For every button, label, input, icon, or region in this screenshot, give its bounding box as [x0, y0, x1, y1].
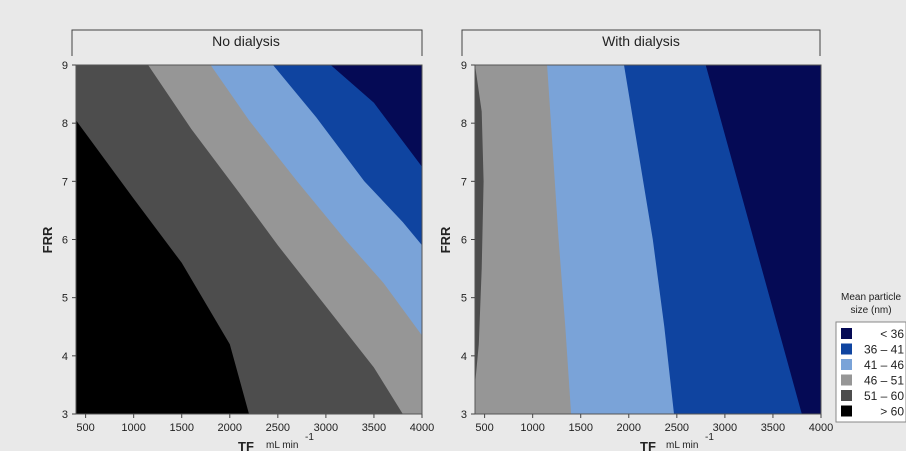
- y-tick-label: 8: [62, 118, 68, 130]
- y-tick-label: 4: [461, 351, 467, 363]
- x-tick-label: 1500: [568, 422, 592, 434]
- y-tick-label: 7: [62, 176, 68, 188]
- x-axis-label: TF: [238, 439, 254, 451]
- x-tick-label: 3500: [362, 422, 386, 434]
- y-tick-label: 4: [62, 351, 68, 363]
- legend-title-line: size (nm): [850, 305, 891, 316]
- contour-regions: [76, 65, 422, 414]
- contour-plot-area: [75, 64, 423, 415]
- x-tick-label: 2500: [665, 422, 689, 434]
- legend-swatch: [841, 390, 852, 401]
- y-tick-label: 7: [461, 176, 467, 188]
- x-tick-label: 3000: [314, 422, 338, 434]
- x-axis-unit-exponent: -1: [705, 432, 714, 443]
- y-tick-label: 9: [461, 60, 467, 72]
- y-tick-label: 9: [62, 60, 68, 72]
- x-tick-label: 2000: [218, 422, 242, 434]
- legend-label: 41 – 46: [864, 358, 904, 372]
- x-axis-unit: mL min: [266, 440, 298, 451]
- x-tick-label: 2500: [266, 422, 290, 434]
- y-axis-label: FRR: [40, 226, 55, 253]
- x-tick-label: 3500: [761, 422, 785, 434]
- contour-region: [705, 65, 821, 414]
- contour-regions: [475, 65, 821, 414]
- legend-label: 51 – 60: [864, 389, 904, 403]
- legend-swatch: [841, 374, 852, 386]
- x-tick-label: 3000: [713, 422, 737, 434]
- legend-swatch: [841, 343, 852, 355]
- legend-swatch: [841, 328, 852, 339]
- y-tick-label: 5: [62, 293, 68, 305]
- contour-region: [273, 65, 422, 414]
- y-axis-label: FRR: [438, 226, 453, 253]
- x-axis-ticks: 500 1000 1500 2000 2500 3000 3500 4000: [76, 414, 434, 434]
- contour-plot-area: [474, 64, 822, 415]
- contour-region: [330, 65, 422, 414]
- x-tick-label: 1000: [121, 422, 145, 434]
- panel-with-dialysis: With dialysis 500 1000 1500 2000 2500 3000 350…: [438, 29, 833, 454]
- x-axis-ticks: 500 1000 1500 2000 2500 3000 3500 4000: [475, 414, 833, 434]
- y-tick-label: 5: [461, 293, 467, 305]
- y-axis-ticks: 3 4 5 6 7 8 9: [62, 60, 76, 421]
- legend-label: 46 – 51: [864, 374, 904, 388]
- x-tick-label: 4000: [809, 422, 833, 434]
- x-tick-label: 500: [76, 422, 94, 434]
- panel-title: No dialysis: [212, 33, 280, 49]
- y-tick-label: 3: [461, 409, 467, 421]
- legend-swatch: [841, 359, 852, 370]
- x-tick-label: 500: [475, 422, 493, 434]
- panel-title: With dialysis: [602, 33, 680, 49]
- x-tick-label: 1500: [169, 422, 193, 434]
- x-axis-unit: mL min: [666, 440, 698, 451]
- legend-label: > 60: [880, 405, 904, 419]
- x-tick-label: 2000: [617, 422, 641, 434]
- panel-no-dialysis: No dialysis 500 1000 1500 2000 2500 3000 3500 4…: [40, 29, 434, 454]
- legend-swatch: [841, 405, 852, 417]
- legend-label: < 36: [880, 327, 904, 341]
- panel-title-bracket: [71, 29, 423, 56]
- legend-label: 36 – 41: [864, 343, 904, 357]
- x-axis-unit-exponent: -1: [305, 432, 314, 443]
- x-tick-label: 4000: [410, 422, 434, 434]
- y-tick-label: 6: [461, 235, 467, 247]
- y-tick-label: 8: [461, 118, 467, 130]
- panel-title-bracket: [461, 29, 821, 56]
- x-tick-label: 1000: [520, 422, 544, 434]
- x-axis-label: TF: [640, 439, 656, 451]
- y-axis-ticks: 3 4 5 6 7 8 9: [461, 60, 475, 421]
- y-tick-label: 3: [62, 409, 68, 421]
- y-tick-label: 6: [62, 235, 68, 247]
- legend-title-line: Mean particle: [841, 292, 901, 303]
